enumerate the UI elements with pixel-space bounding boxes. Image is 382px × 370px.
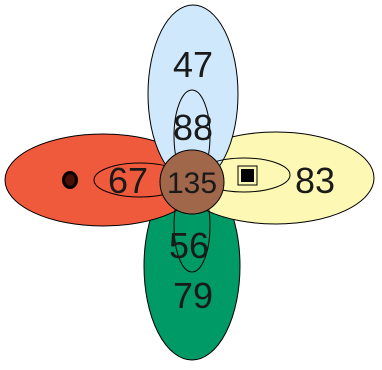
label-right: 83: [295, 160, 335, 201]
label-bottom-inner: 56: [169, 225, 209, 266]
label-bottom: 79: [173, 275, 213, 316]
circle-marker-icon: [62, 171, 78, 189]
label-top: 47: [173, 44, 213, 85]
label-center: 135: [167, 167, 217, 200]
label-left-inner: 67: [108, 160, 148, 201]
square-marker-icon: [237, 165, 258, 186]
label-top-inner: 88: [173, 107, 213, 148]
center-circle: [159, 149, 225, 215]
